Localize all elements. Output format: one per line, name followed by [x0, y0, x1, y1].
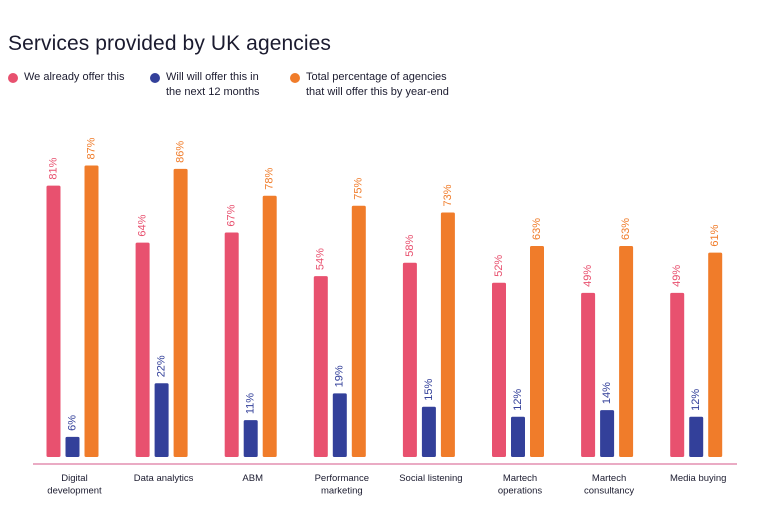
bar-media-buying-series-3 [708, 252, 723, 457]
bar-performance-marketing-series-1 [313, 276, 328, 457]
category-label-data-analytics: Data analytics [134, 473, 194, 484]
bar-abm-series-1 [224, 232, 239, 457]
data-label-abm-series-3: 78% [264, 167, 276, 189]
bar-digital-development-series-2 [65, 436, 80, 457]
data-label-martech-consultancy-series-1: 49% [582, 265, 594, 287]
bar-digital-development-series-1 [46, 185, 61, 457]
data-label-performance-marketing-series-3: 75% [353, 178, 365, 200]
category-label-digital-development: Digital development [47, 473, 102, 497]
bar-media-buying-series-1 [670, 292, 685, 457]
data-label-martech-consultancy-series-2: 14% [601, 382, 613, 404]
data-label-social-listening-series-1: 58% [404, 234, 416, 256]
legend-dot-next-12-months [150, 73, 160, 83]
bar-media-buying-series-2 [689, 416, 704, 457]
legend-label-already-offer: We already offer this [24, 71, 125, 83]
bar-data-analytics-series-2 [154, 383, 169, 457]
legend-label-year-end-total: Total percentage of agencies that will o… [306, 71, 449, 98]
data-label-abm-series-1: 67% [226, 204, 238, 226]
data-label-media-buying-series-3: 61% [709, 224, 721, 246]
bar-social-listening-series-2 [421, 406, 436, 457]
bar-performance-marketing-series-3 [351, 205, 366, 457]
data-label-data-analytics-series-3: 86% [175, 141, 187, 163]
category-label-martech-consultancy: Martech consultancy [584, 473, 634, 497]
category-label-performance-marketing: Performance marketing [315, 473, 369, 497]
category-label-social-listening: Social listening [399, 473, 462, 484]
bar-abm-series-3 [262, 195, 277, 457]
bar-digital-development-series-3 [84, 165, 99, 458]
bar-data-analytics-series-1 [135, 242, 150, 457]
data-label-social-listening-series-2: 15% [423, 379, 435, 401]
legend-item-already-offer: We already offer this [8, 70, 124, 85]
data-label-martech-operations-series-3: 63% [531, 218, 543, 240]
bar-martech-consultancy-series-1 [581, 292, 596, 457]
data-label-performance-marketing-series-2: 19% [334, 365, 346, 387]
bar-martech-consultancy-series-2 [600, 410, 615, 457]
bar-martech-operations-series-3 [530, 245, 544, 457]
data-label-martech-consultancy-series-3: 63% [620, 218, 632, 240]
data-label-digital-development-series-1: 81% [47, 157, 59, 179]
data-label-data-analytics-series-2: 22% [156, 355, 168, 377]
data-label-digital-development-series-2: 6% [66, 415, 78, 431]
data-label-digital-development-series-3: 87% [85, 137, 97, 159]
data-label-performance-marketing-series-1: 54% [315, 248, 327, 270]
bar-performance-marketing-series-2 [332, 393, 347, 457]
legend-dot-already-offer [8, 73, 18, 83]
bar-abm-series-2 [243, 420, 258, 457]
category-label-abm: ABM [242, 473, 263, 484]
bar-data-analytics-series-3 [173, 168, 188, 457]
bar-social-listening-series-3 [440, 212, 455, 457]
legend-item-next-12-months: Will will offer this in the next 12 mont… [150, 70, 260, 100]
data-label-media-buying-series-1: 49% [671, 265, 683, 287]
legend-dot-year-end-total [290, 73, 300, 83]
bar-social-listening-series-1 [402, 262, 417, 457]
bar-martech-operations-series-2 [511, 416, 525, 457]
data-label-abm-series-2: 11% [245, 393, 257, 414]
bar-martech-operations-series-1 [492, 282, 506, 457]
data-label-social-listening-series-3: 73% [442, 184, 454, 206]
legend-item-year-end-total: Total percentage of agencies that will o… [290, 70, 449, 100]
legend-label-next-12-months: Will will offer this in the next 12 mont… [166, 71, 260, 98]
bar-martech-consultancy-series-3 [619, 245, 634, 457]
data-label-martech-operations-series-1: 52% [493, 255, 505, 277]
data-label-martech-operations-series-2: 12% [512, 389, 524, 411]
category-label-media-buying: Media buying [670, 473, 727, 484]
category-label-martech-operations: Martech operations [498, 473, 543, 497]
data-label-media-buying-series-2: 12% [690, 389, 702, 411]
chart-title: Services provided by UK agencies [8, 32, 332, 55]
data-label-data-analytics-series-1: 64% [137, 214, 149, 236]
